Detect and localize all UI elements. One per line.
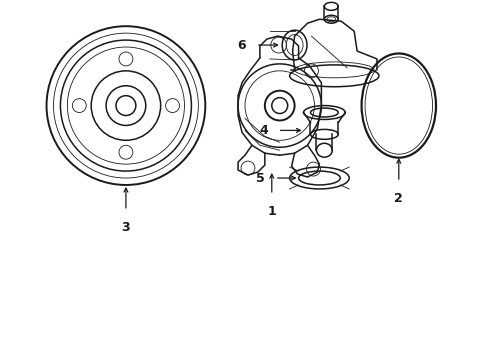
Text: 3: 3	[122, 221, 130, 234]
Text: 1: 1	[267, 205, 276, 218]
Text: 4: 4	[259, 124, 267, 137]
Text: 2: 2	[394, 192, 402, 205]
Text: 5: 5	[256, 171, 264, 185]
Text: 6: 6	[237, 39, 245, 51]
